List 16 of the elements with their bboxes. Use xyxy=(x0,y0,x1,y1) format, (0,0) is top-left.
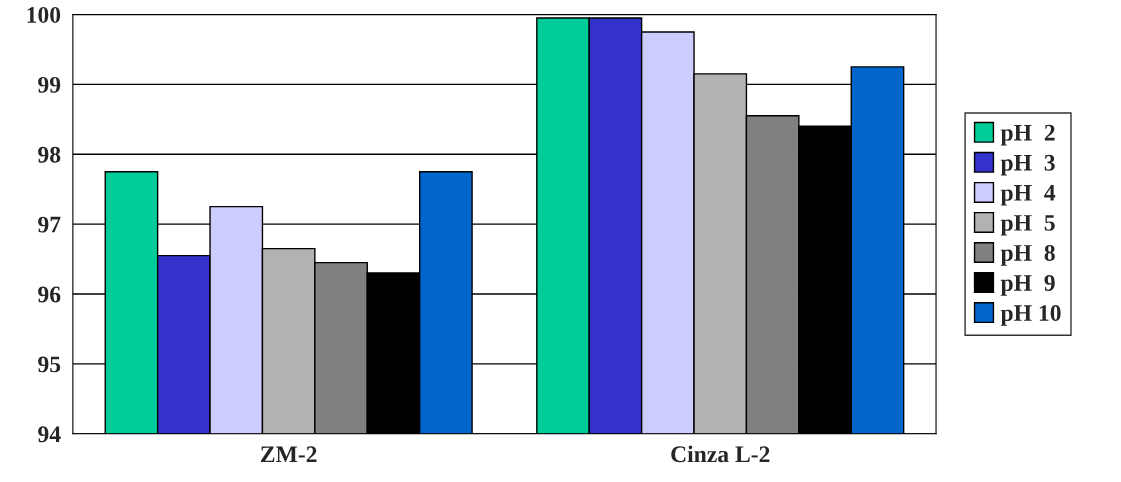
x-tick-label: Cinza L-2 xyxy=(671,445,770,463)
legend-label: pH 4 xyxy=(1000,184,1056,206)
legend-label: pH 5 xyxy=(1000,215,1055,236)
y-tick-label: 99 xyxy=(38,76,61,93)
y-tick-label: 96 xyxy=(38,286,61,303)
legend-label: pH 10 xyxy=(1000,305,1061,326)
legend-label: pH 9 xyxy=(1000,275,1055,296)
y-tick-label: 95 xyxy=(38,356,61,373)
y-tick-label: 100 xyxy=(27,6,61,23)
y-tick-label: 94 xyxy=(38,426,61,443)
y-tick-label: 97 xyxy=(38,216,61,233)
x-tick-label: ZM-2 xyxy=(260,446,317,462)
legend-label: pH 3 xyxy=(1000,154,1055,176)
legend-label: pH 8 xyxy=(1000,244,1055,266)
y-tick-label: 98 xyxy=(38,146,61,163)
legend-label: pH 2 xyxy=(1000,124,1055,146)
